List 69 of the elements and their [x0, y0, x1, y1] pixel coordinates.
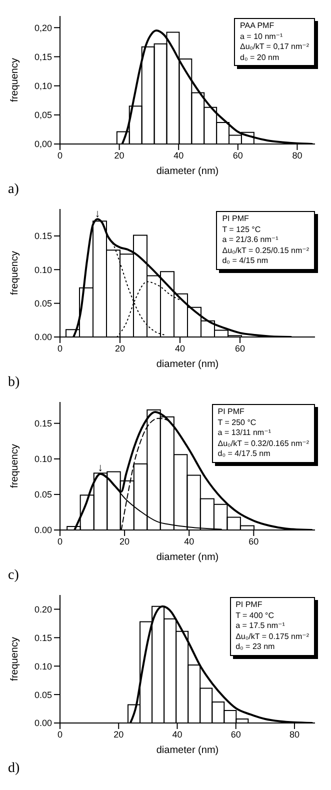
annotation: a = 21/3.6 nm⁻¹: [222, 235, 280, 246]
annotation: Δu₀/kT = 0,17 nm⁻²: [240, 42, 309, 52]
annotation: Δu₀/kT = 0.25/0.15 nm⁻²: [222, 246, 309, 256]
y-tick-label: 0.10: [34, 264, 52, 275]
x-tick-label: 0: [57, 729, 63, 740]
x-tick-label: 0: [57, 343, 63, 354]
annotation: PI PMF: [218, 407, 246, 418]
y-tick-label: 0.05: [34, 690, 52, 700]
text: d): [8, 761, 20, 777]
y-tick-label: 0,20: [34, 22, 52, 33]
y-tick-label: 0.00: [34, 718, 52, 728]
x-tick-label: 60: [230, 729, 241, 740]
annotation: Δu₀/kT = 0.32/0.165 nm⁻²: [218, 438, 309, 449]
y-axis-title: frequency: [10, 58, 21, 102]
y-axis-title: frequency: [10, 251, 21, 295]
x-tick-label: 80: [289, 729, 300, 740]
annotation: ↓: [94, 208, 100, 220]
annotation: PI PMF: [222, 214, 250, 224]
annotation: Δu₀/kT = 0.175 nm⁻²: [236, 632, 309, 642]
annotation: d₀ = 4/15 nm: [222, 256, 270, 266]
annotation: ↓: [98, 462, 104, 474]
x-tick-label: 0: [57, 150, 63, 160]
text: c): [8, 568, 19, 584]
y-tick-label: 0,00: [34, 139, 52, 150]
x-tick-label: 60: [248, 536, 259, 546]
y-tick-label: 0.00: [34, 332, 52, 342]
x-axis-title: diameter (nm): [156, 745, 219, 756]
annotation: a = 13/11 nm⁻¹: [218, 428, 272, 438]
y-axis-title: frequency: [10, 637, 21, 681]
x-tick-label: 40: [174, 150, 184, 160]
x-axis-title: diameter (nm): [156, 359, 219, 370]
x-tick-label: 20: [120, 536, 130, 546]
y-tick-label: 0.05: [34, 298, 52, 309]
annotation: a = 17.5 nm⁻¹: [236, 621, 286, 632]
y-tick-label: 0,10: [34, 81, 52, 92]
annotation: d₀ = 23 nm: [236, 642, 276, 652]
y-tick-label: 0.15: [34, 418, 52, 429]
x-tick-label: 60: [234, 343, 246, 354]
y-tick-label: 0,05: [34, 110, 52, 120]
y-axis-title: frequency: [10, 444, 21, 488]
x-axis-title: diameter (nm): [156, 552, 219, 563]
annotation: T = 125 °C: [222, 224, 262, 235]
y-tick-label: 0.05: [34, 490, 52, 500]
y-tick-label: 0.15: [34, 632, 52, 643]
y-tick-label: 0.15: [34, 231, 52, 242]
x-axis-title: diameter (nm): [156, 166, 219, 177]
x-tick-label: 20: [114, 343, 126, 354]
y-tick-label: 0.10: [34, 661, 52, 672]
y-tick-label: 0.20: [34, 604, 52, 614]
x-tick-label: 40: [184, 536, 194, 546]
annotation: T = 250 °C: [218, 418, 258, 428]
y-tick-label: 0.00: [34, 525, 52, 536]
y-tick-label: 0.10: [34, 454, 52, 464]
text: b): [8, 375, 20, 391]
annotation: T = 400 °C: [236, 610, 275, 621]
annotation: a = 10 nm⁻¹: [240, 32, 284, 42]
text: a): [8, 182, 19, 198]
x-tick-label: 80: [292, 150, 302, 160]
annotation: PAA PMF: [240, 21, 276, 32]
x-tick-label: 40: [172, 729, 182, 740]
x-tick-label: 60: [232, 150, 243, 160]
annotation: d₀ = 4/17.5 nm: [218, 449, 272, 460]
annotation: PI PMF: [236, 600, 264, 610]
x-tick-label: 40: [174, 343, 186, 354]
x-tick-label: 20: [114, 729, 124, 740]
y-tick-label: 0,15: [34, 52, 52, 62]
x-tick-label: 0: [57, 536, 63, 546]
annotation: d₀ = 20 nm: [240, 52, 280, 63]
x-tick-label: 20: [114, 150, 124, 160]
